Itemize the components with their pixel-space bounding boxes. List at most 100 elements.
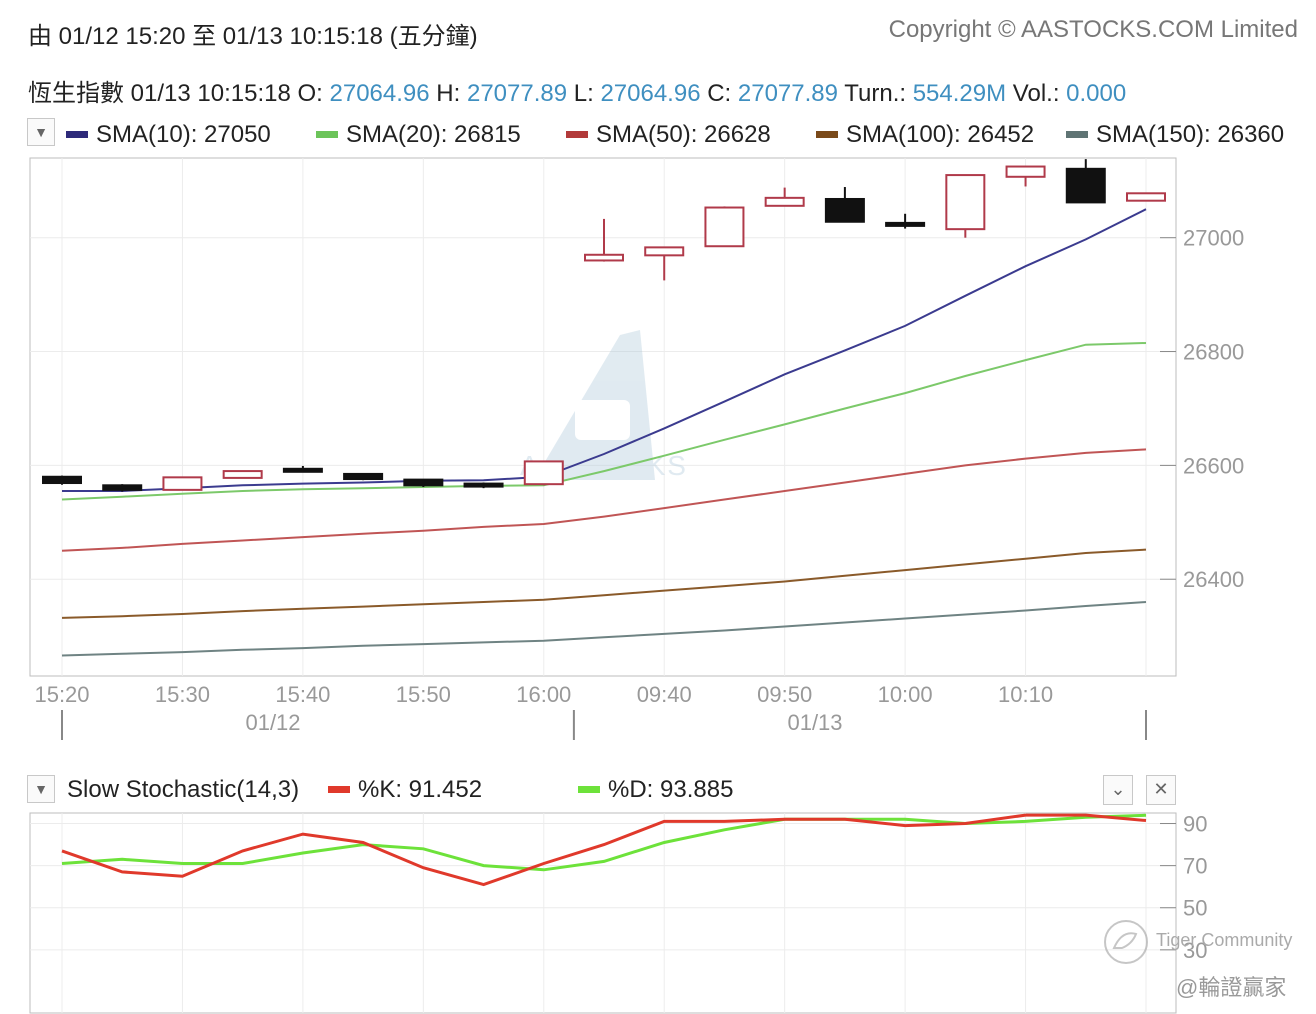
legend-label: %D: 93.885 bbox=[608, 776, 734, 803]
chevron-down-icon: ▼ bbox=[34, 781, 48, 797]
candle-body bbox=[885, 221, 926, 227]
candle-body bbox=[824, 197, 865, 223]
community-text: Tiger Community bbox=[1156, 930, 1293, 950]
candle bbox=[523, 460, 564, 486]
candle-body bbox=[945, 174, 986, 231]
series-line-sma20 bbox=[61, 342, 1147, 501]
x-tick-label: 09:40 bbox=[637, 682, 692, 707]
y-tick-label: 70 bbox=[1183, 854, 1207, 879]
legend-swatch bbox=[566, 130, 588, 138]
series-line-sma50 bbox=[61, 448, 1147, 552]
series-line-sma10 bbox=[62, 208, 1147, 492]
legend-label: SMA(150): 26360 bbox=[1096, 121, 1285, 148]
candle-body bbox=[704, 206, 745, 248]
date-label: 01/13 bbox=[787, 710, 842, 735]
stoch-title: Slow Stochastic(14,3) bbox=[67, 776, 300, 803]
tiger-logo-icon bbox=[1104, 920, 1148, 964]
chevron-down-icon: ⌄ bbox=[1110, 779, 1126, 799]
candle bbox=[945, 174, 986, 238]
overlay-dropdown-button[interactable]: ▼ bbox=[27, 118, 55, 146]
legend-sma150: SMA(150): 26360 bbox=[1066, 120, 1284, 150]
legend-label: SMA(10): 27050 bbox=[96, 121, 271, 148]
collapse-panel-button[interactable]: ⌄ bbox=[1103, 775, 1133, 805]
high-value: 27077.89 bbox=[466, 80, 568, 107]
close-label: C: bbox=[707, 80, 732, 107]
y-tick-label: 26600 bbox=[1183, 453, 1244, 478]
series-line-k bbox=[61, 813, 1147, 887]
candle-body bbox=[764, 196, 805, 207]
legend-label: SMA(50): 26628 bbox=[596, 121, 771, 148]
candle bbox=[644, 246, 685, 281]
x-tick-label: 10:00 bbox=[878, 682, 933, 707]
candle-body bbox=[403, 478, 444, 487]
quote-line: 恆生指數 01/13 10:15:18 O: 27064.96 H: 27077… bbox=[28, 73, 1126, 108]
candle-body bbox=[1065, 167, 1106, 204]
candle-body bbox=[343, 472, 384, 481]
series-line-sma150 bbox=[61, 601, 1147, 657]
candle bbox=[463, 482, 504, 489]
candle bbox=[885, 213, 926, 229]
candle bbox=[343, 472, 384, 481]
low-value: 27064.96 bbox=[600, 80, 701, 107]
candle-body bbox=[42, 475, 82, 485]
legend-swatch bbox=[578, 785, 600, 793]
series-line-sma100 bbox=[61, 548, 1147, 619]
y-tick-label: 27000 bbox=[1183, 226, 1244, 251]
close-panel-button[interactable]: ✕ bbox=[1146, 775, 1176, 805]
quote-datetime: 01/13 10:15:18 bbox=[130, 80, 291, 107]
indicator-dropdown-button[interactable]: ▼ bbox=[27, 775, 55, 803]
legend-d: %D: 93.885 bbox=[578, 776, 733, 804]
volume-value: 0.000 bbox=[1066, 80, 1127, 107]
turnover-label: Turn.: bbox=[844, 80, 907, 107]
legend-label: %K: 91.452 bbox=[358, 776, 483, 803]
candle bbox=[403, 478, 444, 488]
candle-body bbox=[463, 482, 504, 488]
legend-swatch bbox=[816, 130, 838, 138]
chevron-down-icon: ▼ bbox=[34, 124, 48, 140]
turnover-value: 554.29M bbox=[912, 80, 1007, 107]
range-text: 由 01/12 15:20 至 01/13 10:15:18 (五分鐘) bbox=[28, 23, 478, 50]
candle bbox=[1126, 192, 1166, 202]
candle-body bbox=[644, 246, 685, 257]
candle-body bbox=[222, 470, 263, 479]
x-tick-label: 16:00 bbox=[516, 682, 571, 707]
y-tick-label: 30 bbox=[1183, 938, 1207, 963]
candle-body bbox=[162, 476, 203, 491]
candle bbox=[824, 187, 865, 223]
legend-swatch bbox=[1066, 130, 1088, 138]
date-label: 01/12 bbox=[245, 710, 300, 735]
x-tick-label: 15:40 bbox=[275, 682, 330, 707]
legend-swatch bbox=[66, 130, 88, 138]
x-tick-label: 09:50 bbox=[757, 682, 812, 707]
x-tick-label: 15:30 bbox=[155, 682, 210, 707]
candle bbox=[42, 475, 82, 485]
candle bbox=[1005, 165, 1046, 187]
x-tick-label: 10:10 bbox=[998, 682, 1053, 707]
candle bbox=[1065, 159, 1106, 204]
candle-body bbox=[1126, 192, 1166, 202]
candle-body bbox=[584, 253, 624, 262]
legend-sma10: SMA(10): 27050 bbox=[66, 120, 271, 150]
author-text: @輪證贏家 bbox=[1176, 975, 1287, 1000]
y-tick-label: 50 bbox=[1183, 896, 1207, 921]
close-value: 27077.89 bbox=[737, 80, 838, 107]
legend-swatch bbox=[328, 785, 350, 793]
legend-sma100: SMA(100): 26452 bbox=[816, 120, 1034, 150]
tiger-community-watermark bbox=[1102, 918, 1150, 971]
y-tick-label: 90 bbox=[1183, 812, 1207, 837]
candle-body bbox=[282, 467, 323, 473]
legend-k: %K: 91.452 bbox=[328, 776, 482, 804]
open-label: O: bbox=[297, 80, 323, 107]
y-tick-label: 26400 bbox=[1183, 567, 1244, 592]
candle bbox=[584, 218, 624, 262]
candle-body bbox=[523, 460, 564, 486]
candle bbox=[162, 476, 203, 491]
legend-swatch bbox=[316, 130, 338, 138]
legend-sma20: SMA(20): 26815 bbox=[316, 120, 521, 150]
x-tick-label: 15:50 bbox=[396, 682, 451, 707]
index-name: 恆生指數 bbox=[28, 80, 124, 107]
copyright: Copyright © AASTOCKS.COM Limited bbox=[888, 16, 1298, 43]
candle bbox=[704, 206, 745, 248]
stochastic-chart: 30 50 70 90 bbox=[29, 812, 1207, 1014]
